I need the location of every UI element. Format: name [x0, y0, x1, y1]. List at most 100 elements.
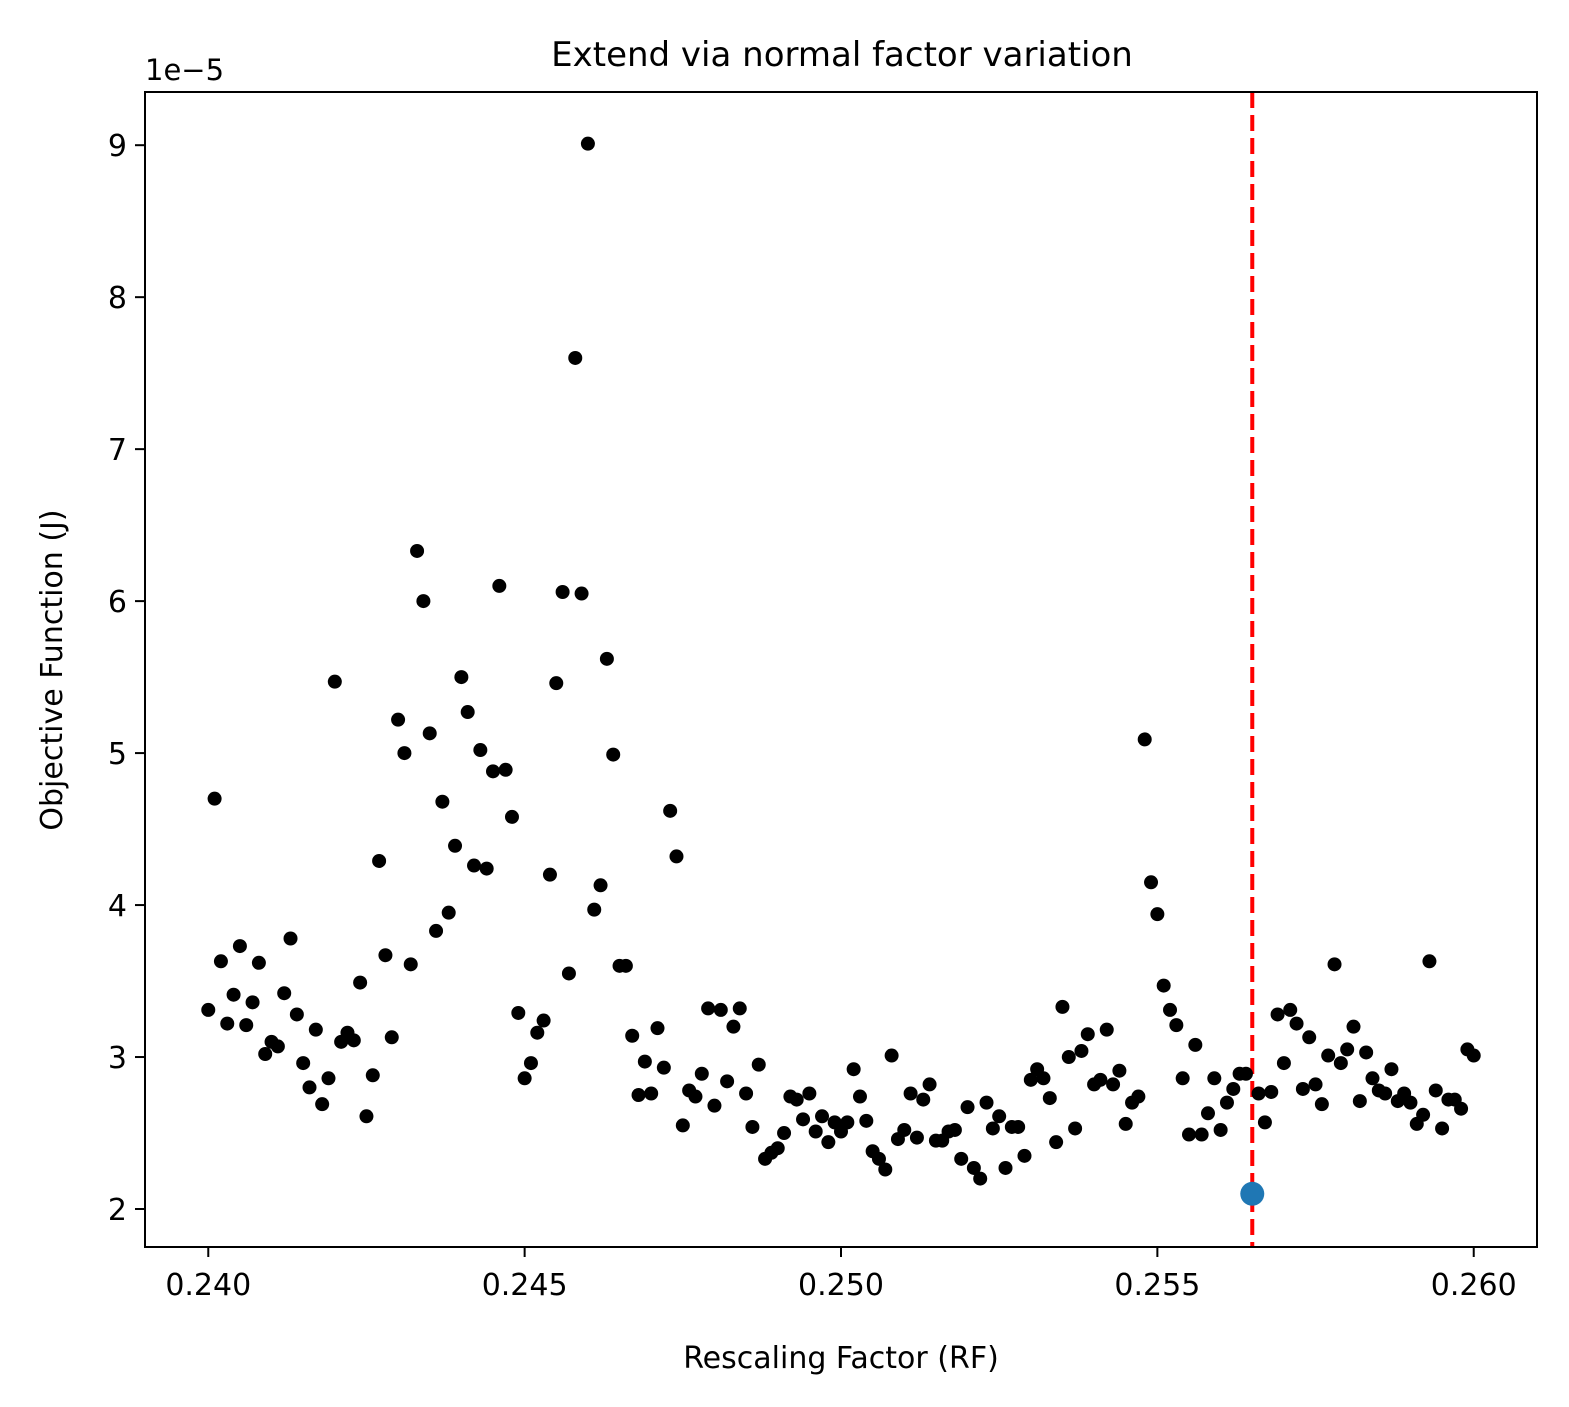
data-point — [207, 791, 222, 806]
data-point — [359, 1109, 374, 1124]
data-point — [979, 1095, 994, 1110]
data-point — [403, 957, 418, 972]
data-point — [897, 1122, 912, 1137]
data-point — [504, 809, 519, 824]
data-point — [618, 958, 633, 973]
y-tick-label: 3 — [108, 1041, 127, 1076]
data-point — [460, 705, 475, 720]
data-point — [353, 975, 368, 990]
data-point — [859, 1113, 874, 1128]
y-tick-label: 6 — [108, 585, 127, 620]
data-point — [277, 986, 292, 1001]
highlight-layer — [1240, 1181, 1265, 1206]
data-point — [308, 1022, 323, 1037]
data-point — [701, 1001, 716, 1016]
data-point — [966, 1160, 981, 1175]
data-point — [251, 955, 266, 970]
data-point — [492, 578, 507, 593]
data-point — [1264, 1084, 1279, 1099]
data-point — [289, 1007, 304, 1022]
data-point — [947, 1122, 962, 1137]
x-tick-label: 0.250 — [798, 1268, 884, 1303]
data-point — [486, 764, 500, 779]
data-point — [315, 1097, 330, 1112]
data-point — [1137, 732, 1152, 747]
data-point — [1011, 1119, 1026, 1134]
y-tick-label: 5 — [108, 737, 127, 772]
data-point — [239, 1018, 254, 1033]
data-point — [1270, 1007, 1285, 1022]
data-point — [1295, 1081, 1310, 1096]
data-point — [479, 861, 494, 876]
data-point — [1182, 1127, 1196, 1142]
data-point — [561, 966, 576, 981]
data-point — [720, 1074, 735, 1089]
data-point — [391, 712, 406, 727]
data-point — [201, 1002, 216, 1017]
data-point — [1118, 1116, 1133, 1131]
data-point — [226, 987, 241, 1002]
data-point — [1150, 907, 1165, 922]
data-point — [1080, 1027, 1095, 1042]
data-point — [960, 1100, 975, 1115]
data-point — [796, 1112, 811, 1127]
data-point — [821, 1135, 836, 1150]
data-point — [745, 1119, 760, 1134]
data-point — [1219, 1095, 1234, 1110]
data-point — [498, 762, 513, 777]
data-point — [1213, 1122, 1228, 1137]
data-point — [1061, 1050, 1076, 1065]
data-point — [454, 670, 469, 685]
data-point — [410, 543, 425, 558]
data-point — [909, 1130, 924, 1145]
data-point — [1333, 1056, 1348, 1071]
data-point — [435, 794, 450, 809]
data-point — [1156, 978, 1171, 993]
data-point — [1314, 1097, 1329, 1112]
data-point — [1283, 1002, 1298, 1017]
data-point — [751, 1057, 766, 1072]
data-point — [606, 747, 621, 762]
data-point — [1289, 1016, 1304, 1031]
data-point — [846, 1062, 861, 1077]
data-point — [922, 1077, 937, 1092]
data-point — [770, 1141, 785, 1156]
data-point — [1169, 1018, 1184, 1033]
data-point — [429, 923, 444, 938]
data-point — [1106, 1077, 1121, 1092]
data-point — [631, 1088, 646, 1103]
data-point — [473, 743, 488, 758]
data-point — [992, 1109, 1007, 1124]
data-point — [536, 1013, 551, 1028]
data-point — [511, 1005, 526, 1020]
data-point — [1036, 1071, 1051, 1086]
x-tick-label: 0.260 — [1431, 1268, 1517, 1303]
data-point — [1074, 1043, 1089, 1058]
data-point — [542, 867, 557, 882]
data-point — [1188, 1037, 1203, 1052]
data-point — [1049, 1135, 1064, 1150]
data-point — [1384, 1062, 1399, 1077]
data-point — [726, 1019, 741, 1034]
data-point — [1302, 1030, 1317, 1045]
data-point — [1321, 1048, 1336, 1063]
x-axis-label: Rescaling Factor (RF) — [683, 1341, 999, 1376]
data-point — [467, 858, 482, 873]
data-point — [985, 1121, 1000, 1136]
data-point — [688, 1089, 703, 1104]
data-point — [587, 902, 602, 917]
data-point — [296, 1056, 311, 1071]
data-point — [245, 995, 260, 1010]
data-point — [1378, 1086, 1393, 1101]
data-point — [258, 1046, 273, 1061]
data-point — [365, 1068, 380, 1083]
data-point — [1175, 1071, 1190, 1086]
data-point — [840, 1115, 855, 1130]
data-point — [599, 651, 614, 666]
data-point — [1428, 1083, 1443, 1098]
data-point — [346, 1033, 361, 1048]
data-point — [441, 905, 456, 920]
y-tick-label: 4 — [108, 889, 127, 924]
y-tick-label: 9 — [108, 129, 127, 164]
x-axis-ticks: 0.240 0.245 0.250 0.255 0.260 — [165, 1247, 1517, 1303]
